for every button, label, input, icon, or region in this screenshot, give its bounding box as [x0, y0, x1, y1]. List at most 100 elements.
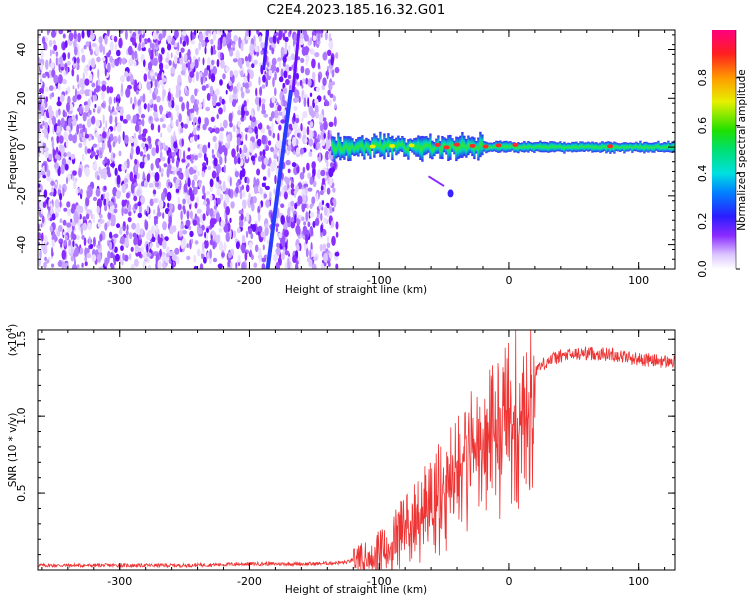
noise-speckle [323, 133, 326, 139]
noise-speckle [187, 177, 191, 188]
noise-speckle [108, 104, 111, 112]
noise-speckle [38, 110, 42, 120]
noise-speckle [133, 137, 138, 148]
signal-band-segment [659, 143, 662, 152]
noise-speckle [239, 191, 243, 200]
noise-speckle [86, 253, 92, 259]
noise-speckle [175, 119, 179, 127]
noise-speckle [82, 153, 85, 162]
noise-speckle [218, 141, 222, 152]
noise-speckle [133, 195, 138, 202]
noise-speckle [87, 222, 93, 230]
noise-speckle [260, 41, 265, 49]
noise-speckle [55, 51, 59, 57]
noise-speckle [98, 36, 103, 44]
noise-speckle [86, 190, 91, 200]
noise-speckle [228, 94, 233, 103]
noise-speckle [80, 188, 83, 195]
signal-band-segment [493, 142, 496, 152]
noise-speckle [48, 153, 53, 161]
noise-speckle [187, 48, 191, 58]
noise-speckle [255, 87, 258, 97]
noise-speckle [221, 98, 225, 105]
noise-speckle [179, 127, 184, 134]
noise-speckle [150, 98, 154, 104]
noise-speckle [207, 141, 211, 149]
noise-speckle [72, 170, 77, 176]
noise-speckle [181, 138, 184, 147]
noise-speckle [125, 192, 130, 199]
noise-speckle [251, 224, 257, 232]
noise-speckle [153, 103, 158, 112]
signal-band-segment [375, 135, 378, 154]
noise-speckle [107, 62, 111, 73]
noise-speckle [211, 149, 214, 155]
x-tick-label: -300 [107, 575, 132, 588]
signal-hotspot [482, 144, 489, 149]
noise-speckle [327, 262, 331, 267]
noise-speckle [286, 56, 292, 62]
noise-speckle [190, 40, 196, 45]
noise-speckle [193, 265, 198, 269]
noise-speckle [48, 39, 53, 47]
noise-speckle [240, 213, 244, 221]
noise-speckle [178, 113, 182, 123]
signal-band-segment [567, 142, 570, 152]
noise-speckle [62, 187, 65, 197]
noise-speckle [311, 263, 317, 269]
noise-speckle [138, 204, 142, 214]
signal-band-segment [571, 141, 574, 153]
signal-band-segment [349, 136, 352, 161]
noise-speckle [116, 122, 122, 133]
noise-speckle [275, 261, 280, 269]
noise-speckle [173, 141, 178, 149]
noise-speckle [254, 153, 258, 159]
signal-band-segment [379, 131, 382, 158]
noise-speckle [155, 145, 159, 154]
noise-speckle [76, 74, 80, 83]
noise-speckle [159, 165, 162, 173]
noise-speckle [167, 111, 172, 118]
noise-speckle [82, 72, 85, 82]
signal-band-segment [549, 141, 552, 153]
noise-speckle [281, 238, 286, 248]
noise-speckle [43, 189, 48, 198]
noise-speckle [189, 210, 193, 219]
noise-speckle [276, 246, 281, 256]
noise-speckle [89, 33, 95, 41]
noise-speckle [82, 216, 87, 221]
noise-speckle [114, 116, 118, 125]
signal-band-segment [619, 143, 622, 152]
diagonal-track-2 [262, 30, 270, 71]
colorbar-tick-label: 0.6 [696, 117, 709, 135]
noise-speckle [51, 140, 55, 149]
noise-speckle [95, 45, 100, 55]
noise-speckle [267, 140, 272, 146]
noise-speckle [125, 230, 129, 236]
noise-speckle [201, 39, 206, 48]
noise-speckle [226, 134, 231, 143]
noise-speckle [194, 134, 198, 142]
noise-speckle [84, 145, 88, 155]
noise-speckle [41, 170, 45, 175]
noise-speckle [154, 171, 160, 182]
noise-speckle [123, 237, 129, 247]
signal-band-segment [405, 142, 408, 157]
noise-speckle [75, 189, 79, 195]
signal-band-segment [407, 139, 410, 160]
signal-band-segment [639, 140, 642, 153]
noise-speckle [245, 110, 250, 116]
noise-speckle [113, 233, 119, 238]
noise-speckle [49, 192, 54, 196]
noise-speckle [63, 207, 68, 212]
noise-speckle [138, 105, 142, 114]
noise-speckle [175, 178, 180, 185]
noise-speckle [210, 193, 213, 202]
noise-speckle [210, 38, 214, 45]
signal-band-segment [627, 142, 630, 152]
signal-band-segment [561, 143, 564, 153]
noise-speckle [207, 165, 211, 171]
noise-speckle [153, 251, 157, 257]
noise-speckle [273, 31, 279, 37]
